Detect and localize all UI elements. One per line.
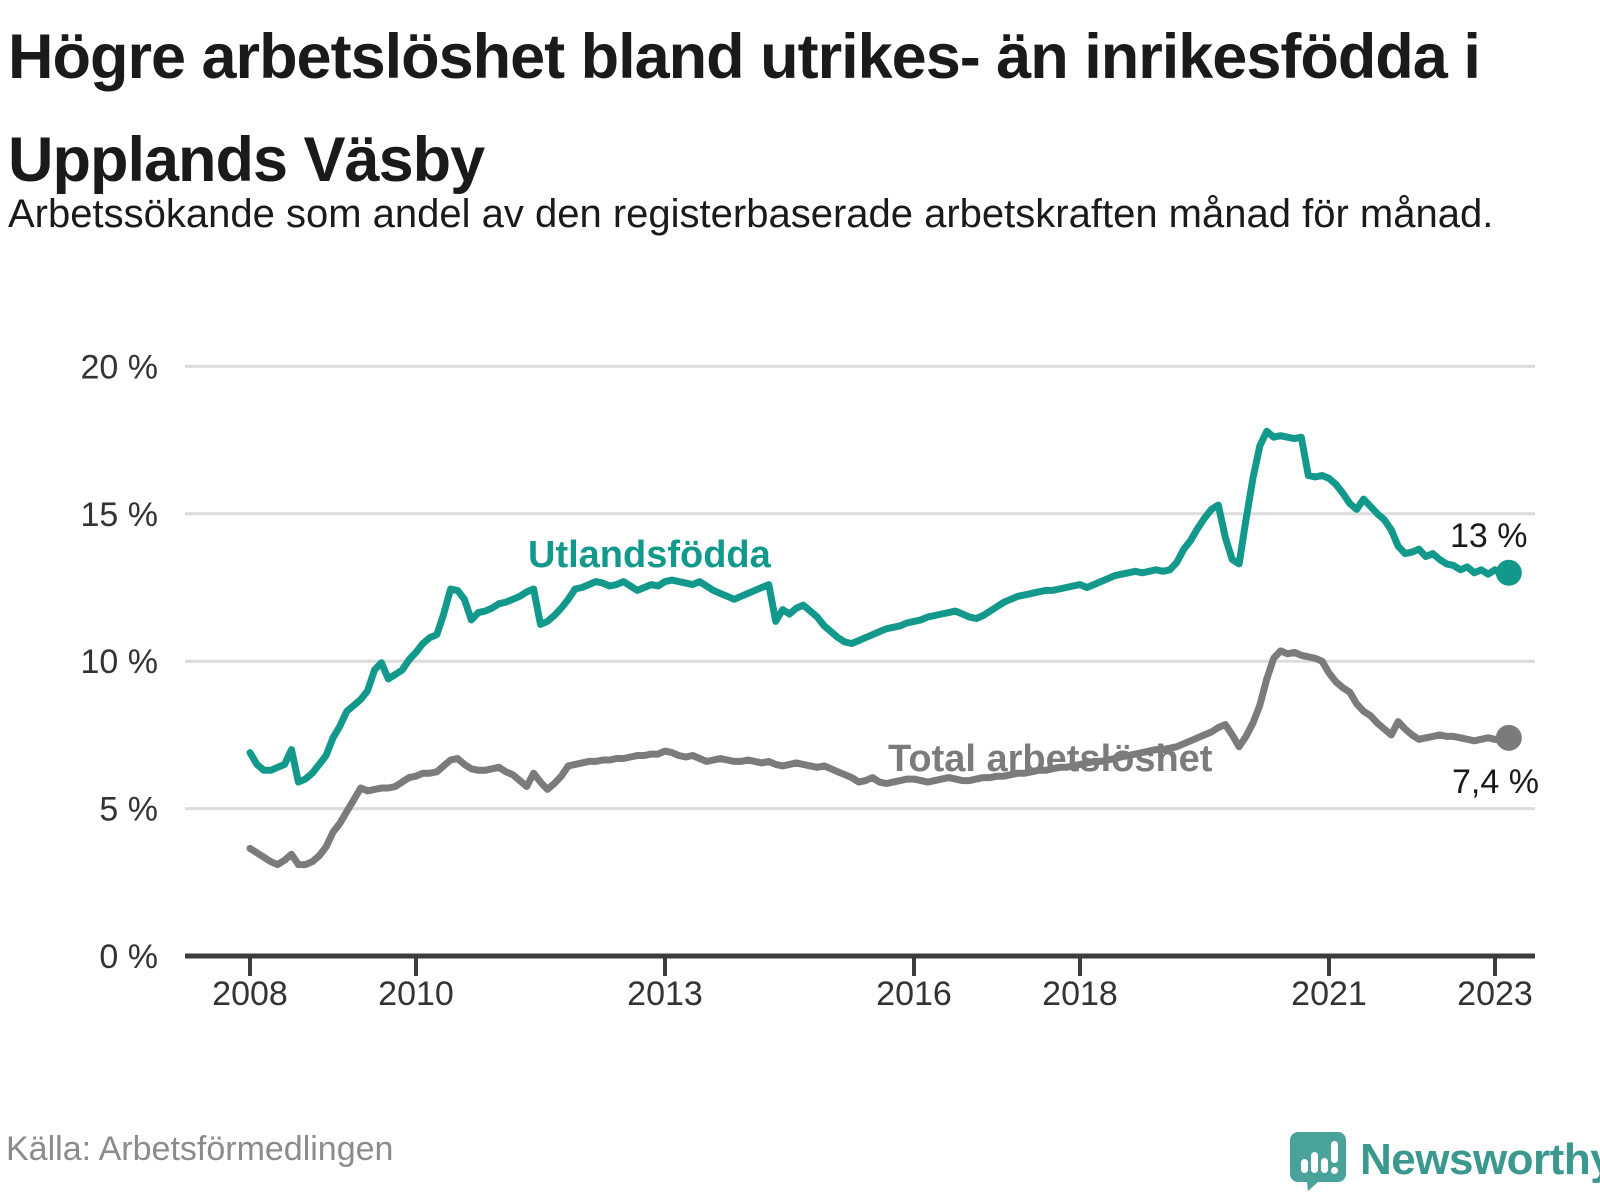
series-label-total-arbetsloshet: Total arbetslöshet xyxy=(888,738,1213,780)
x-tick-label: 2021 xyxy=(1291,975,1367,1013)
bar-chart-bar xyxy=(1311,1152,1318,1173)
y-tick-label: 20 % xyxy=(81,348,159,386)
x-tick-label: 2016 xyxy=(876,975,952,1013)
series-end-dot-total xyxy=(1495,724,1522,751)
series-line-total xyxy=(246,647,1513,869)
bar-chart-bar xyxy=(1321,1158,1328,1173)
x-tick-label: 2010 xyxy=(378,975,454,1013)
y-tick-label: 15 % xyxy=(81,496,159,534)
y-tick-label: 10 % xyxy=(81,643,159,681)
end-value-label-total: 7,4 % xyxy=(1452,763,1539,801)
newsworthy-wordmark: Newsworthy xyxy=(1360,1135,1600,1184)
page-subtitle: Arbetssökande som andel av den registerb… xyxy=(8,192,1494,236)
y-tick-label: 0 % xyxy=(99,938,158,976)
x-tick-label: 2013 xyxy=(627,975,703,1013)
x-tick-label: 2018 xyxy=(1042,975,1118,1013)
y-tick-label: 5 % xyxy=(99,791,158,829)
end-value-label-utlandsfodda: 13 % xyxy=(1450,517,1528,555)
series-end-dot-utlandsfodda xyxy=(1495,559,1522,586)
series-line-utlandsfodda xyxy=(246,427,1513,786)
bar-chart-bar xyxy=(1301,1159,1308,1173)
newsworthy-logo: Newsworthy xyxy=(1288,1128,1600,1192)
newsworthy-logo-icon xyxy=(1290,1132,1346,1191)
series-label-utlandsfodda: Utlandsfödda xyxy=(528,534,771,576)
page-title: Högre arbetslöshet bland utrikes- än inr… xyxy=(8,22,1481,195)
exclamation-dot xyxy=(1331,1167,1338,1174)
x-tick-label: 2008 xyxy=(212,975,288,1013)
x-tick-label: 2023 xyxy=(1457,975,1533,1013)
source-note: Källa: Arbetsförmedlingen xyxy=(6,1130,394,1168)
exclamation-bar xyxy=(1331,1141,1338,1163)
